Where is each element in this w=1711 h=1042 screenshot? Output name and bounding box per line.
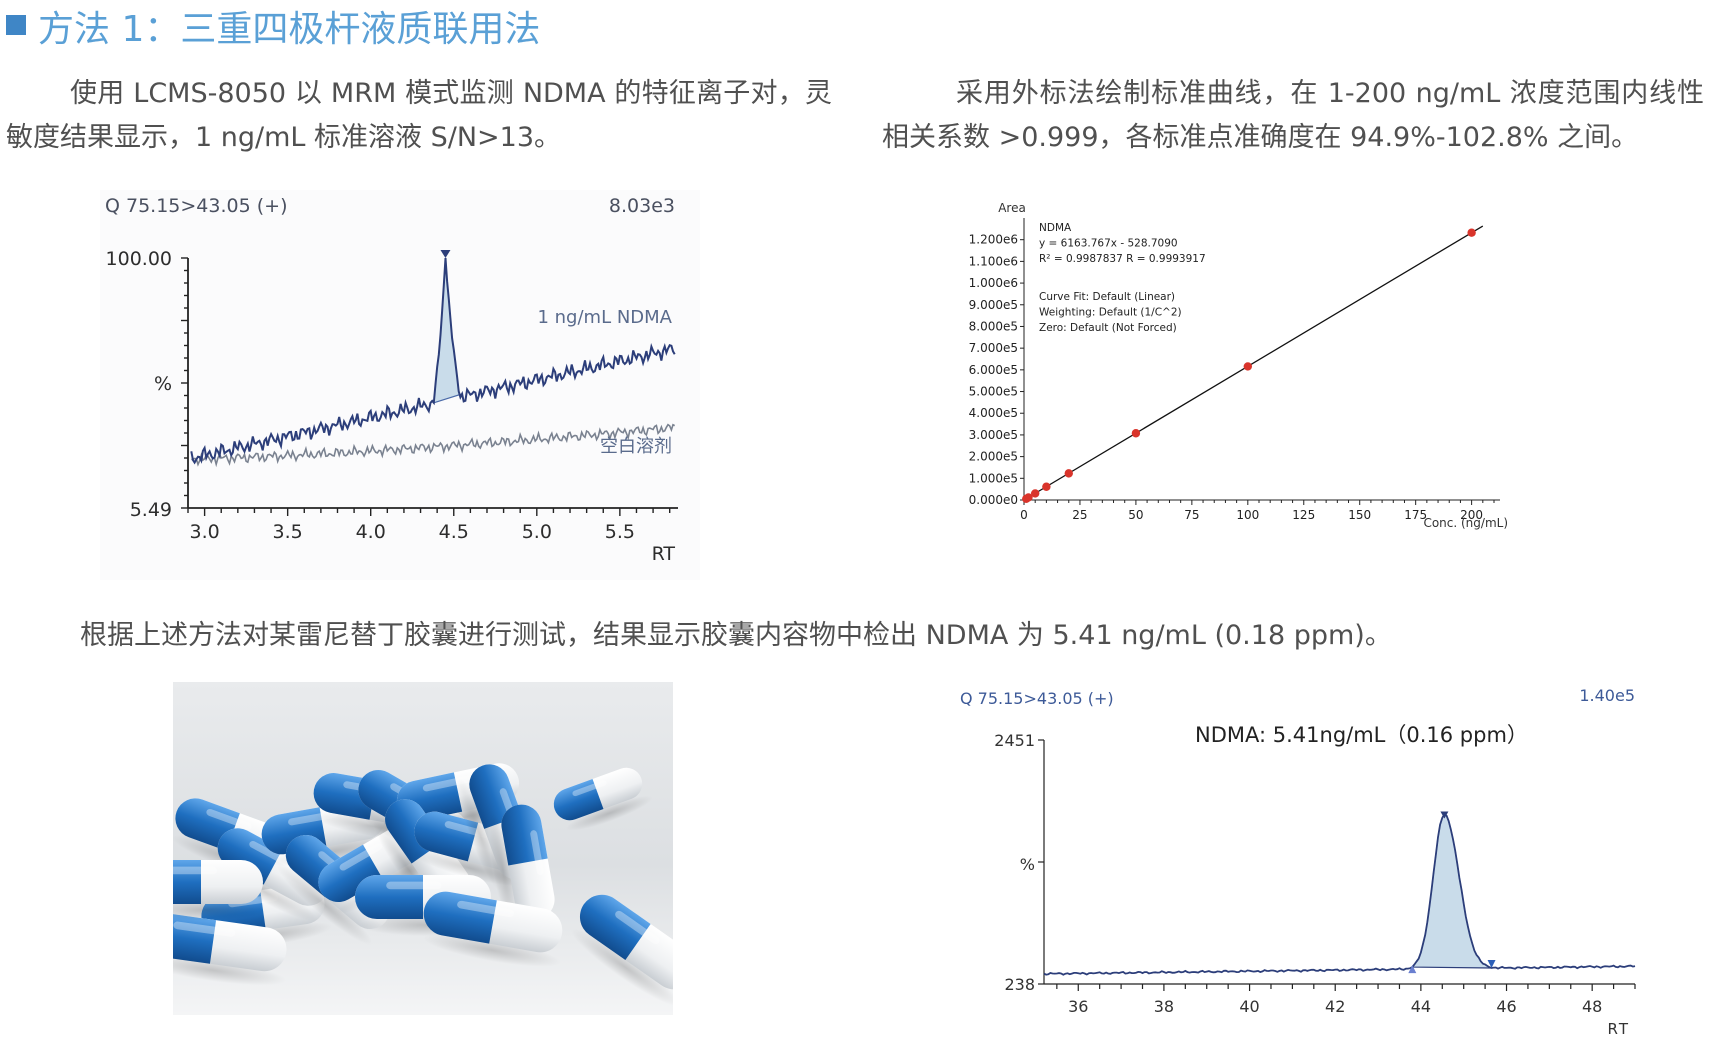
chart2-data-point [1467,228,1476,237]
chart2-x-label: Conc. (ng/mL) [1423,516,1508,530]
capsule [173,860,267,921]
chart2-y-tick-label: 8.000e5 [969,319,1018,333]
capsule [553,767,653,831]
chart1-x-tick-label: 5.5 [605,521,635,543]
chart2-data-point [1024,493,1033,502]
chart2-y-label: Area [998,201,1026,215]
square-bullet-icon [6,15,26,35]
chart1-y-top-label: 100.00 [106,248,172,270]
chart1-series-label-blank: 空白溶剂 [600,436,672,457]
capsule [489,804,555,928]
chart2-annotation-line: Weighting: Default (1/C^2) [1039,307,1182,319]
chart2-x-tick-label: 100 [1236,508,1259,522]
chart3-x-tick-label: 42 [1325,997,1345,1016]
chart1-peak-apex-marker [440,250,451,258]
chart2-x-tick-label: 150 [1348,508,1371,522]
chart1-x-tick-label: 3.5 [273,521,303,543]
calibration-curve-chart: Area 0.000e0 1.000e5 2.000e5 3.000e5 4.000e5… [969,201,1508,530]
chart2-y-tick-label: 1.000e5 [969,471,1018,485]
chart3-peak-end-marker [1487,960,1496,969]
chart1-x-tick-label: 5.0 [522,521,552,543]
paragraph-calibration: 采用外标法绘制标准曲线，在 1-200 ng/mL 浓度范围内线性相关系数 >0… [882,78,1704,153]
chart2-y-tick-label: 4.000e5 [969,406,1018,420]
heading-text: 方法 1：三重四极杆液质联用法 [38,9,541,50]
chart2-fit-line [1023,225,1484,501]
chart3-y-mid-label: % [1020,855,1035,874]
chart2-x-tick-label: 200 [1460,508,1483,522]
chart1-x-tick-label: 3.0 [190,521,220,543]
capsule [173,912,287,986]
chart2-annotation-line: Curve Fit: Default (Linear) [1039,291,1175,303]
chart2-annotation-line: Zero: Default (Not Forced) [1039,322,1177,334]
chart2-y-tick-label: 0.000e0 [969,493,1018,507]
chart2-data-point [1064,469,1073,478]
chart2-y-tick-label: 2.000e5 [969,450,1018,464]
chart2-x-tick-label: 125 [1292,508,1315,522]
chart3-x-label: RT [1608,1020,1631,1038]
chart2-data-point [1030,489,1040,498]
chart1-header-left: Q 75.15>43.05 (+) [105,195,288,217]
chart1-x-tick-label: 4.0 [356,521,386,543]
chart3-title: NDMA: 5.41ng/mL（0.16 ppm） [1195,723,1528,747]
paragraph-sample-result: 根据上述方法对某雷尼替丁胶囊进行测试，结果显示胶囊内容物中检出 NDMA 为 5… [80,620,1392,651]
capsule [423,891,563,967]
chart3-x-tick-label: 46 [1496,997,1516,1016]
chart2-data-point [1243,362,1253,371]
chart3-x-tick-label: 36 [1068,997,1088,1016]
chart1-blank-trace [191,423,676,468]
chart2-x-tick-label: 50 [1128,508,1143,522]
chart1-sample-trace [190,257,676,465]
chart2-x-tick-label: 0 [1020,508,1028,522]
chart2-y-tick-label: 5.000e5 [969,385,1018,399]
chart3-y-bottom-label: 238 [1004,975,1035,994]
chart3-x-tick-label: 40 [1239,997,1259,1016]
chart2-data-point [1131,429,1141,438]
chart2-y-tick-label: 3.000e5 [969,428,1018,442]
chart2-data-point [1042,482,1051,491]
chart2-annotation-line: NDMA [1039,222,1072,234]
chart2-x-tick-label: 25 [1072,508,1087,522]
chart3-trace [1043,812,1636,976]
chart2-y-tick-label: 1.200e6 [969,233,1018,247]
sample-chromatogram-chart: Q 75.15>43.05 (+) 1.40e5 NDMA: 5.41ng/mL… [960,686,1636,1038]
chart1-series-label-sample: 1 ng/mL NDMA [537,307,672,328]
chart2-y-tick-label: 7.000e5 [969,341,1018,355]
chart1-y-mid-label: % [154,373,172,395]
chart2-x-tick-label: 75 [1184,508,1199,522]
chart1-x-label: RT [652,543,676,565]
chart3-y-top-label: 2451 [994,731,1035,750]
chart2-y-tick-label: 1.000e6 [969,276,1018,290]
chart1-x-tick-label: 4.5 [439,521,469,543]
chart2-y-tick-label: 9.000e5 [969,298,1018,312]
chart2-x-tick-label: 175 [1404,508,1427,522]
chart2-y-tick-label: 1.100e6 [969,254,1018,268]
chromatogram-1ng-chart: Q 75.15>43.05 (+) 8.03e3 100.00 % 5.49 3… [100,190,700,580]
chart3-header-left: Q 75.15>43.05 (+) [960,689,1114,708]
paragraph-sensitivity: 使用 LCMS-8050 以 MRM 模式监测 NDMA 的特征离子对，灵敏度结… [6,78,832,153]
chart2-annotation-line: y = 6163.767x - 528.7090 [1039,238,1178,250]
chart3-peak-apex-marker [1440,811,1449,819]
capsule [570,894,673,1007]
chart2-annotation-line: R² = 0.9987837 R = 0.9993917 [1039,253,1206,265]
chart1-header-right: 8.03e3 [609,195,675,217]
chart3-peak-start-marker [1408,965,1417,974]
chart3-x-tick-label: 44 [1411,997,1431,1016]
chart3-header-right: 1.40e5 [1579,686,1635,705]
capsules-photo [173,682,673,1015]
chart3-x-tick-label: 48 [1582,997,1602,1016]
chart1-y-bottom-label: 5.49 [130,499,172,521]
chart2-y-tick-label: 6.000e5 [969,363,1018,377]
section-heading: 方法 1：三重四极杆液质联用法 [6,0,540,52]
chart3-x-tick-label: 38 [1154,997,1174,1016]
